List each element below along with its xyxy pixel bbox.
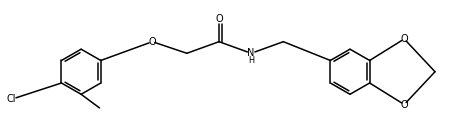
Text: O: O xyxy=(401,34,408,44)
Text: O: O xyxy=(401,99,408,110)
Text: Cl: Cl xyxy=(6,94,16,104)
Text: O: O xyxy=(148,37,156,47)
Text: N: N xyxy=(248,48,255,58)
Text: H: H xyxy=(248,56,254,65)
Text: O: O xyxy=(215,14,223,24)
